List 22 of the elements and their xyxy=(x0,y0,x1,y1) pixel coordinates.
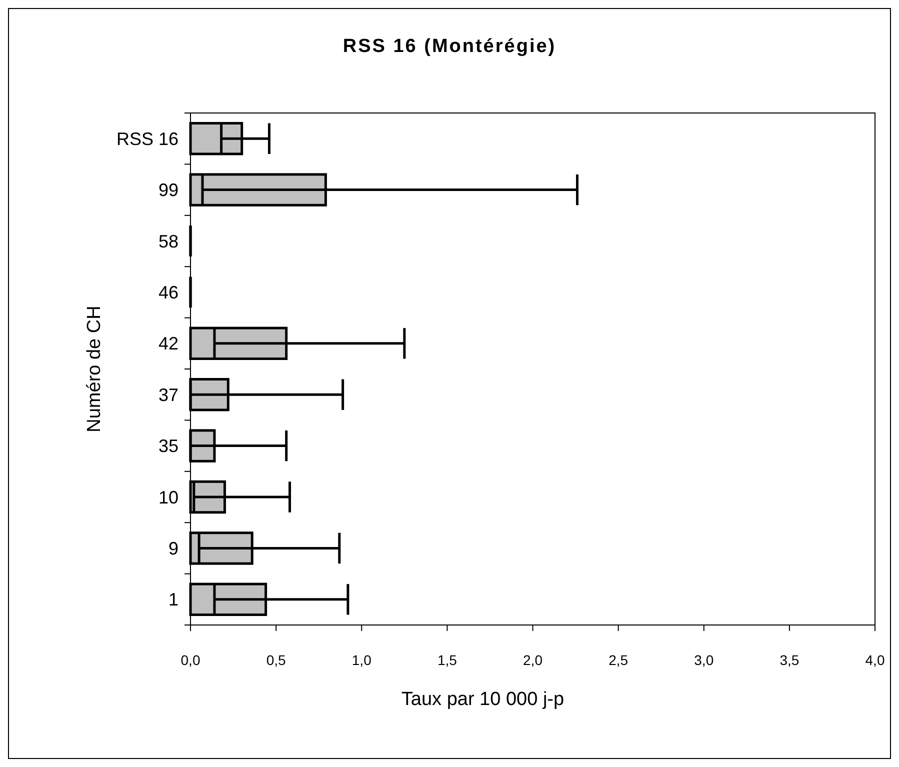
y-tick-label: 37 xyxy=(158,384,178,405)
y-axis-title: Numéro de CH xyxy=(84,306,105,432)
x-tick-label: 2,5 xyxy=(608,652,628,668)
x-tick-label: 2,0 xyxy=(523,652,543,668)
y-tick-label: 58 xyxy=(158,231,178,252)
x-tick-label: 3,5 xyxy=(780,652,800,668)
x-tick-label: 1,5 xyxy=(437,652,458,668)
y-tick-label: 9 xyxy=(168,538,178,558)
y-tick-label: 35 xyxy=(158,436,178,456)
y-tick-label: 1 xyxy=(168,590,178,610)
x-tick-label: 1,0 xyxy=(352,652,372,668)
x-tick-label: 3,0 xyxy=(694,652,714,668)
chart-title: RSS 16 (Montérégie) xyxy=(342,36,556,57)
x-tick-label: 0,5 xyxy=(266,652,286,668)
x-axis-title: Taux par 10 000 j-p xyxy=(401,689,564,710)
y-tick-label: 10 xyxy=(158,487,178,508)
y-tick-label: 99 xyxy=(158,180,178,200)
x-tick-label: 0,0 xyxy=(180,652,200,668)
y-tick-label: RSS 16 xyxy=(116,128,178,149)
x-tick-label: 4,0 xyxy=(865,652,885,668)
y-tick-label: 42 xyxy=(158,334,178,354)
y-tick-label: 46 xyxy=(158,282,178,302)
